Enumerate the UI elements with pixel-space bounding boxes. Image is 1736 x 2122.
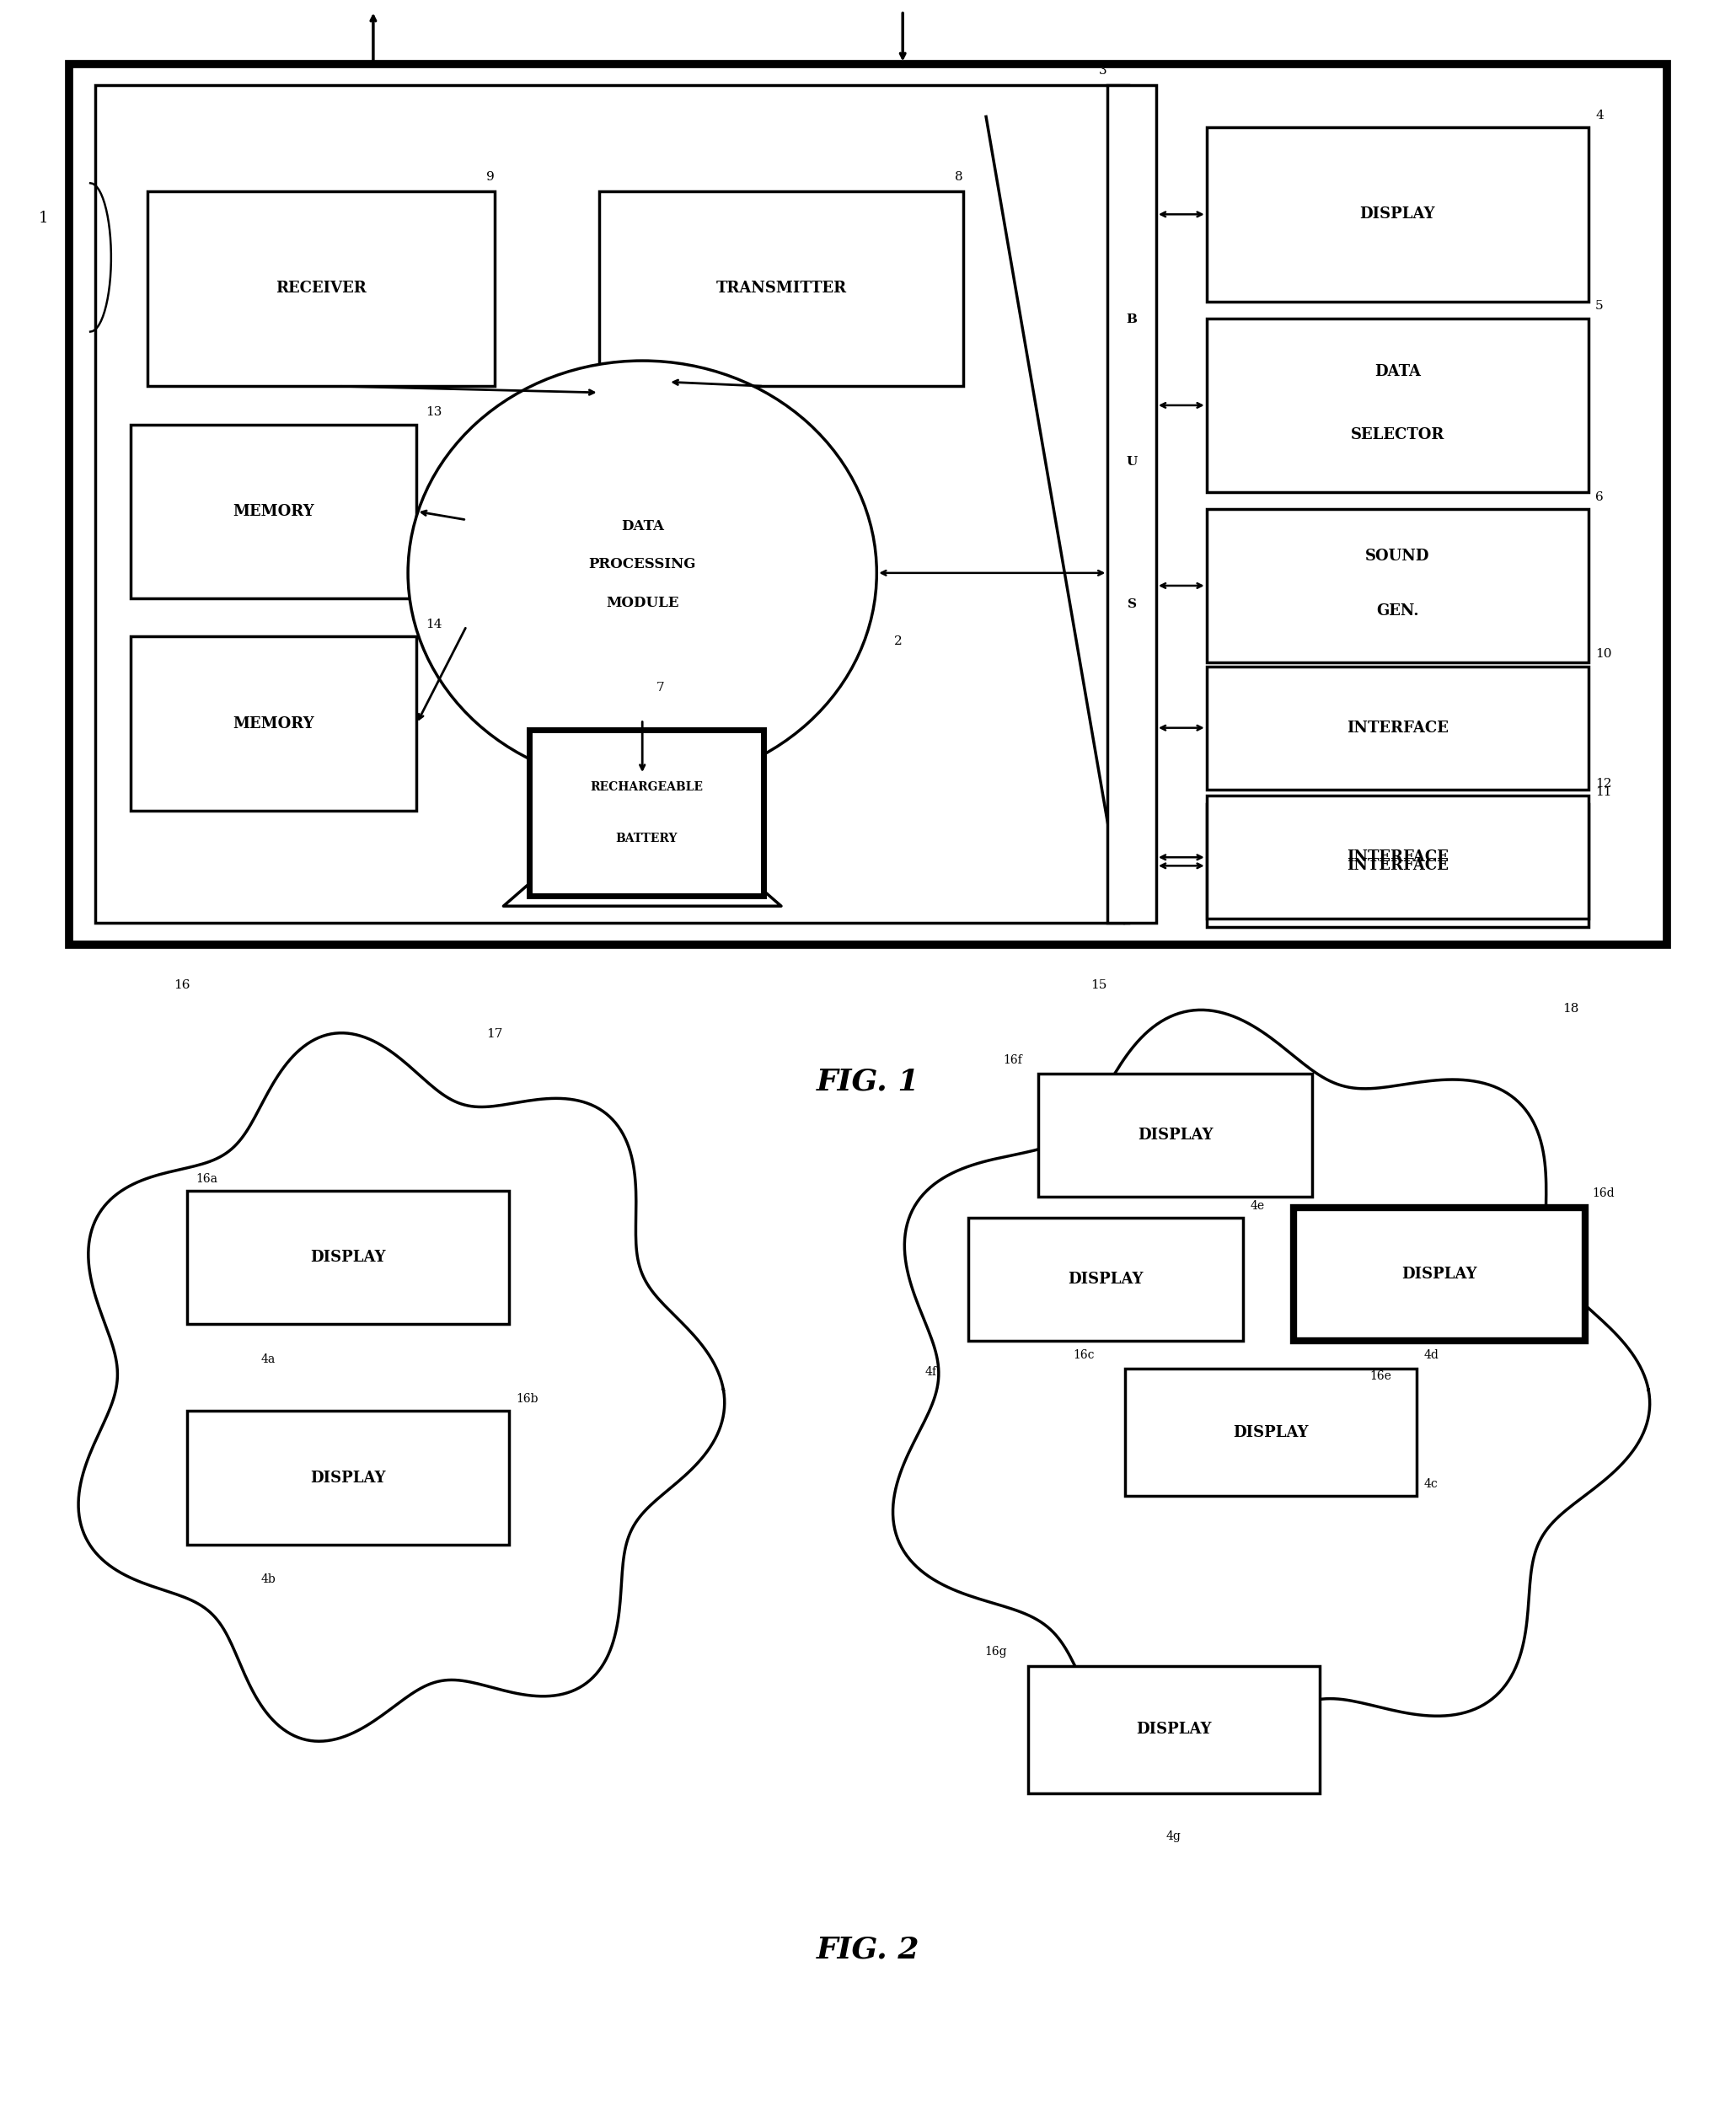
Text: DISPLAY: DISPLAY [311, 1250, 385, 1265]
Text: DISPLAY: DISPLAY [1068, 1271, 1144, 1288]
Text: FIG. 1: FIG. 1 [816, 1067, 920, 1097]
Text: FIG. 2: FIG. 2 [816, 1935, 920, 1965]
Bar [187, 1411, 509, 1545]
Text: MEMORY: MEMORY [233, 503, 314, 520]
Text: 16f: 16f [1003, 1055, 1023, 1065]
Text: DISPLAY: DISPLAY [311, 1471, 385, 1485]
Text: 14: 14 [425, 618, 441, 630]
Bar [130, 637, 417, 811]
Bar [1108, 85, 1156, 923]
Text: 16d: 16d [1592, 1188, 1614, 1199]
Text: RECEIVER: RECEIVER [276, 280, 366, 297]
Text: 4e: 4e [1250, 1201, 1264, 1212]
Text: 4b: 4b [260, 1575, 276, 1585]
Text: RECHARGEABLE: RECHARGEABLE [590, 781, 703, 794]
Text: 10: 10 [1595, 647, 1611, 660]
Bar [1125, 1369, 1417, 1496]
Text: GEN.: GEN. [1377, 603, 1418, 620]
Text: 16e: 16e [1370, 1371, 1392, 1381]
Bar [969, 1218, 1243, 1341]
Text: INTERFACE: INTERFACE [1347, 719, 1448, 736]
Text: TRANSMITTER: TRANSMITTER [715, 280, 847, 297]
Text: DISPLAY: DISPLAY [1137, 1127, 1213, 1144]
Text: 5: 5 [1595, 299, 1604, 312]
Bar [1207, 318, 1588, 492]
Ellipse shape [408, 361, 877, 785]
Text: 1: 1 [38, 210, 49, 225]
Text: 16a: 16a [196, 1173, 219, 1184]
Bar [529, 730, 764, 895]
Text: DISPLAY: DISPLAY [1135, 1721, 1212, 1738]
Text: 13: 13 [425, 405, 441, 418]
Text: 7: 7 [656, 681, 665, 694]
Text: U: U [1127, 456, 1137, 469]
Bar [95, 85, 1128, 923]
Text: DATA: DATA [1375, 363, 1420, 380]
Text: DATA: DATA [621, 520, 663, 533]
Text: SELECTOR: SELECTOR [1351, 427, 1444, 443]
Text: 9: 9 [486, 170, 495, 182]
Bar [187, 1190, 509, 1324]
Text: 3: 3 [1099, 64, 1108, 76]
Text: INTERFACE: INTERFACE [1347, 849, 1448, 866]
Bar [599, 191, 963, 386]
Text: DISPLAY: DISPLAY [1233, 1424, 1309, 1441]
Text: S: S [1127, 598, 1137, 611]
Text: INTERFACE: INTERFACE [1347, 857, 1448, 874]
Bar [1207, 127, 1588, 301]
Text: 4d: 4d [1424, 1350, 1439, 1360]
Text: SOUND: SOUND [1364, 547, 1430, 564]
Bar [1028, 1666, 1319, 1793]
Bar [130, 424, 417, 598]
Text: 8: 8 [955, 170, 963, 182]
Bar [69, 64, 1667, 944]
Text: 11: 11 [1595, 785, 1611, 798]
Text: DISPLAY: DISPLAY [1401, 1267, 1477, 1282]
Bar [1207, 804, 1588, 927]
Text: 16c: 16c [1073, 1350, 1094, 1360]
Text: 16: 16 [174, 978, 189, 991]
Text: 18: 18 [1562, 1002, 1578, 1014]
Text: MODULE: MODULE [606, 596, 679, 609]
Text: 12: 12 [1595, 777, 1611, 789]
Text: 16g: 16g [984, 1647, 1007, 1657]
Bar [1207, 666, 1588, 789]
Text: 16b: 16b [516, 1394, 538, 1405]
Text: DISPLAY: DISPLAY [1359, 206, 1436, 223]
Text: 2: 2 [894, 634, 903, 647]
Bar [1038, 1074, 1312, 1197]
Text: 4g: 4g [1167, 1831, 1180, 1842]
Text: 17: 17 [486, 1027, 502, 1040]
Text: 4a: 4a [260, 1354, 276, 1364]
Text: 6: 6 [1595, 490, 1604, 503]
Text: BATTERY: BATTERY [616, 832, 677, 845]
Text: 15: 15 [1090, 978, 1106, 991]
Text: 4c: 4c [1424, 1479, 1437, 1490]
Bar [1207, 796, 1588, 919]
Bar [1293, 1207, 1585, 1341]
Text: B: B [1127, 314, 1137, 325]
Bar [1207, 509, 1588, 662]
Text: PROCESSING: PROCESSING [589, 558, 696, 571]
Text: MEMORY: MEMORY [233, 715, 314, 732]
Text: 4: 4 [1595, 108, 1604, 121]
Text: 4f: 4f [925, 1367, 937, 1377]
Bar [148, 191, 495, 386]
